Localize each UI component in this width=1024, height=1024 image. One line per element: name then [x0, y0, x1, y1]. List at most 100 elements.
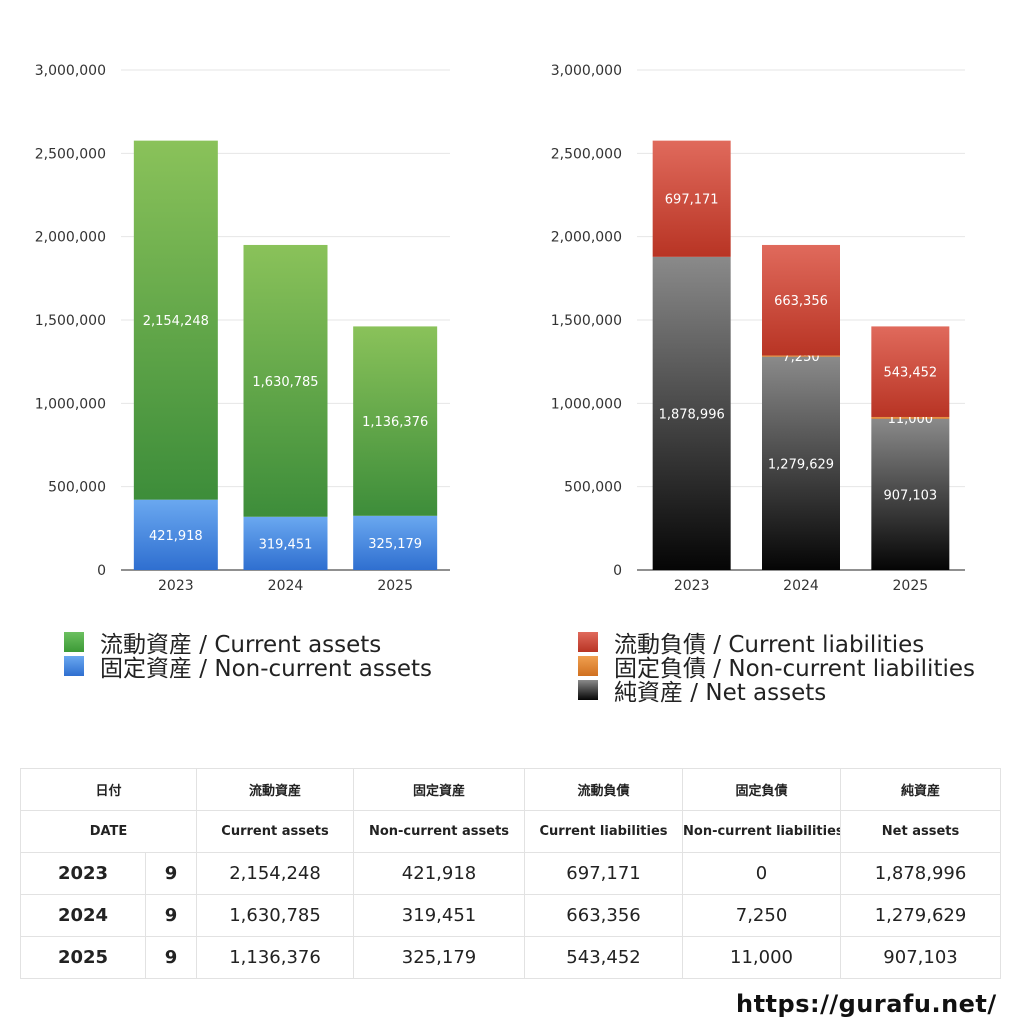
cell-value: 1,136,376 — [196, 936, 355, 979]
data-label: 663,356 — [774, 294, 828, 309]
cell-value: 0 — [682, 852, 842, 895]
bar-segment — [652, 140, 731, 257]
bar-segment — [762, 355, 840, 357]
cell-value: 2,154,248 — [196, 852, 355, 895]
cell-value: 543,452 — [524, 936, 684, 979]
y-tick-label: 2,500,000 — [551, 146, 622, 162]
table-header-row: 日付 流動資産 固定資産 流動負債 固定負債 純資産 — [19, 768, 1002, 811]
data-label: 543,452 — [883, 366, 937, 381]
legend-label: 流動資産 / Current assets — [100, 632, 382, 658]
data-label: 1,630,785 — [252, 375, 318, 390]
legend-item-current-assets: 流動資産 / Current assets — [64, 630, 432, 658]
assets-chart: 0 500,000 1,000,000 1,500,000 2,000,000 2,500… — [35, 63, 450, 594]
bar-segment — [133, 499, 218, 570]
legend-swatch — [578, 680, 598, 700]
row-month: 9 — [144, 852, 198, 895]
bar-segment — [871, 416, 950, 419]
bar-segment — [133, 140, 218, 500]
header-date: 日付 — [19, 768, 198, 811]
legend-label: 固定負債 / Non-current liabilities — [614, 656, 975, 682]
y-tick-label: 2,500,000 — [35, 146, 106, 162]
data-table: 日付 流動資産 固定資産 流動負債 固定負債 純資産 DATE Current … — [19, 768, 1002, 979]
y-tick-label: 500,000 — [564, 480, 622, 496]
y-tick-label: 500,000 — [48, 480, 106, 496]
header-en-net-assets: Net assets — [840, 810, 1002, 853]
cell-value: 907,103 — [840, 936, 1002, 979]
data-label: 1,878,996 — [659, 407, 725, 422]
y-tick-label: 0 — [613, 563, 622, 579]
header-en-date: DATE — [19, 810, 198, 853]
y-tick-label: 0 — [97, 563, 106, 579]
data-label: 421,918 — [149, 529, 203, 544]
row-year: 2023 — [20, 852, 146, 895]
row-month: 9 — [144, 894, 198, 937]
data-label: 1,279,629 — [768, 457, 834, 472]
legend-label: 固定資産 / Non-current assets — [100, 656, 433, 682]
bar-segment — [353, 515, 438, 570]
y-tick-label: 1,500,000 — [551, 313, 622, 329]
y-tick-label: 1,500,000 — [35, 313, 106, 329]
bar-segment — [243, 516, 328, 570]
data-label: 907,103 — [883, 488, 937, 503]
table-row: 2024 9 1,630,785 319,451 663,356 7,250 1… — [20, 894, 1002, 937]
x-tick-label: 2023 — [158, 578, 194, 594]
legend-item-non-current-assets: 固定資産 / Non-current assets — [64, 654, 432, 682]
header-non-current-assets: 固定資産 — [353, 768, 526, 811]
cell-value: 319,451 — [353, 894, 526, 937]
row-year: 2024 — [20, 894, 146, 937]
x-tick-label: 2023 — [674, 578, 710, 594]
liabilities-legend: 流動負債 / Current liabilities 固定負債 / Non-cu… — [578, 630, 975, 706]
cell-value: 7,250 — [682, 894, 842, 937]
x-tick-label: 2025 — [377, 578, 413, 594]
bar-segment — [353, 326, 438, 516]
header-current-liabilities: 流動負債 — [524, 768, 684, 811]
cell-value: 697,171 — [524, 852, 684, 895]
legend-swatch — [64, 632, 84, 652]
cell-value: 325,179 — [353, 936, 526, 979]
header-current-assets: 流動資産 — [196, 768, 355, 811]
data-label: 325,179 — [368, 537, 422, 552]
data-label: 319,451 — [259, 537, 313, 552]
bar-segment — [871, 326, 950, 417]
header-en-current-liabilities: Current liabilities — [524, 810, 684, 853]
bar-segment — [652, 256, 731, 570]
cell-value: 11,000 — [682, 936, 842, 979]
cell-value: 1,630,785 — [196, 894, 355, 937]
x-tick-label: 2025 — [893, 578, 929, 594]
data-label: 697,171 — [665, 193, 719, 208]
y-tick-label: 3,000,000 — [35, 63, 106, 79]
legend-swatch — [64, 656, 84, 676]
site-url: https://gurafu.net/ — [736, 990, 997, 1018]
table-header-en-row: DATE Current assets Non-current assets C… — [19, 810, 1002, 853]
legend-label: 純資産 / Net assets — [614, 680, 827, 706]
data-label: 1,136,376 — [362, 415, 428, 430]
row-year: 2025 — [20, 936, 146, 979]
legend-label: 流動負債 / Current liabilities — [614, 632, 925, 658]
table-row: 2025 9 1,136,376 325,179 543,452 11,000 … — [20, 936, 1002, 979]
legend-swatch — [578, 632, 598, 652]
legend-item-non-current-liabilities: 固定負債 / Non-current liabilities — [578, 654, 975, 682]
header-en-non-current-liabilities: Non-current liabilities — [682, 810, 842, 853]
bar-segment — [243, 244, 328, 517]
bar-segment — [762, 244, 840, 356]
table-row: 2023 9 2,154,248 421,918 697,171 0 1,878… — [20, 852, 1002, 895]
header-net-assets: 純資産 — [840, 768, 1002, 811]
cell-value: 421,918 — [353, 852, 526, 895]
assets-legend: 流動資産 / Current assets 固定資産 / Non-current… — [64, 630, 432, 682]
y-tick-label: 1,000,000 — [551, 396, 622, 412]
x-tick-label: 2024 — [268, 578, 304, 594]
y-tick-label: 3,000,000 — [551, 63, 622, 79]
x-tick-label: 2024 — [783, 578, 819, 594]
legend-item-net-assets: 純資産 / Net assets — [578, 678, 975, 706]
header-non-current-liabilities: 固定負債 — [682, 768, 842, 811]
row-month: 9 — [144, 936, 198, 979]
cell-value: 1,878,996 — [840, 852, 1002, 895]
header-en-current-assets: Current assets — [196, 810, 355, 853]
bar-segment — [871, 418, 950, 570]
y-tick-label: 1,000,000 — [35, 396, 106, 412]
cell-value: 1,279,629 — [840, 894, 1002, 937]
data-label: 2,154,248 — [143, 314, 209, 329]
y-tick-label: 2,000,000 — [35, 230, 106, 246]
y-tick-label: 2,000,000 — [551, 230, 622, 246]
cell-value: 663,356 — [524, 894, 684, 937]
